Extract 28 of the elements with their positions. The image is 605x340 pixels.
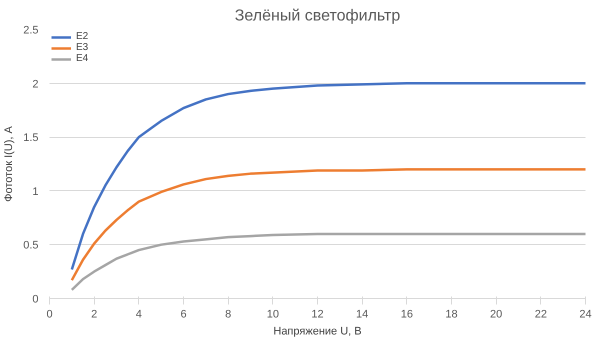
x-tick-label: 4 bbox=[136, 308, 142, 320]
x-tick-label: 18 bbox=[445, 308, 458, 320]
x-tick-label: 24 bbox=[579, 308, 592, 320]
legend-label: E2 bbox=[76, 31, 90, 42]
legend-label: E3 bbox=[76, 42, 90, 53]
y-tick-label: 0 bbox=[32, 294, 39, 306]
legend-label: E4 bbox=[76, 53, 90, 64]
x-tick-label: 8 bbox=[225, 308, 232, 320]
y-tick-label: 0.5 bbox=[23, 240, 39, 252]
x-tick-label: 16 bbox=[400, 308, 413, 320]
x-tick-label: 2 bbox=[91, 308, 98, 320]
x-tick-label: 20 bbox=[490, 308, 502, 320]
x-tick-label: 14 bbox=[356, 308, 368, 320]
x-axis-title: Напряжение U, В bbox=[273, 326, 362, 338]
line-series bbox=[70, 168, 586, 282]
y-axis-title: Фототок I(U), А bbox=[3, 125, 16, 202]
y-tick-label: 1.5 bbox=[23, 132, 39, 144]
x-tick-label: 22 bbox=[534, 308, 547, 320]
y-tick-label: 1 bbox=[32, 186, 39, 198]
x-tick-label: 10 bbox=[266, 308, 279, 320]
x-tick-label: 0 bbox=[46, 308, 53, 320]
chart-title: Зелёный светофильтр bbox=[234, 8, 400, 24]
line-series bbox=[70, 82, 586, 271]
y-tick-label: 2 bbox=[32, 78, 39, 90]
x-tick-label: 6 bbox=[180, 308, 187, 320]
x-tick-label: 12 bbox=[311, 308, 324, 320]
line-series bbox=[70, 232, 586, 292]
y-tick-label: 2.5 bbox=[23, 24, 39, 36]
